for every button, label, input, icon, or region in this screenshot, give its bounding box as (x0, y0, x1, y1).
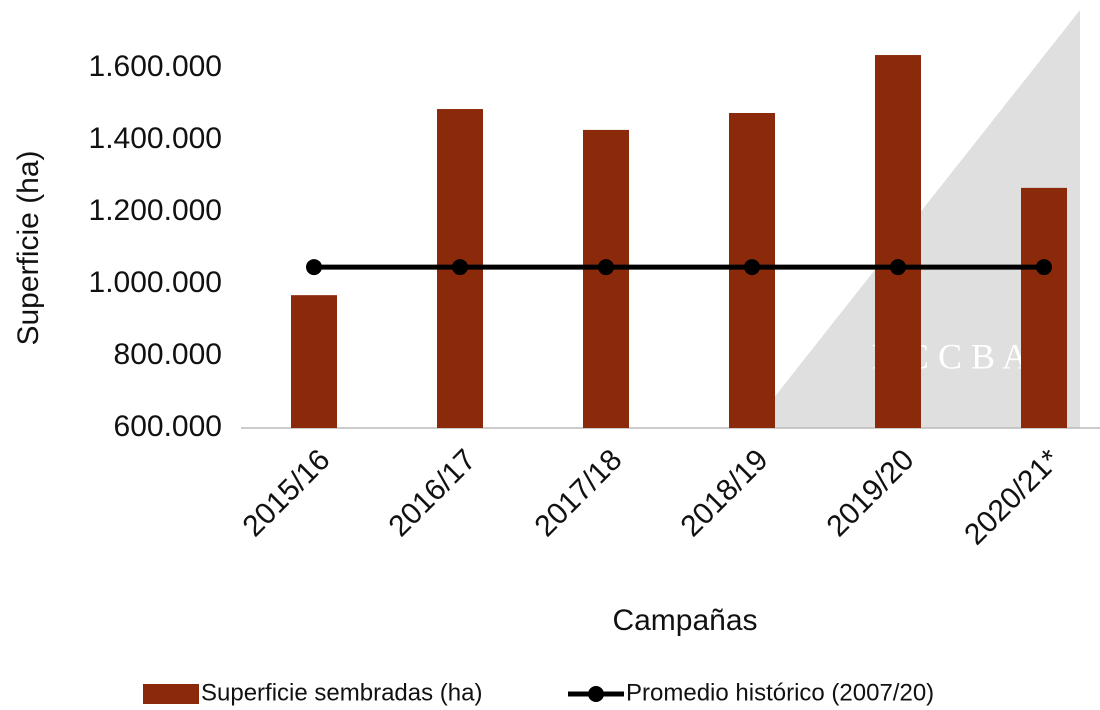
line-marker (890, 259, 906, 276)
x-tick-label: 2016/17 (383, 443, 483, 543)
line-marker (306, 259, 322, 276)
bar (1021, 187, 1067, 428)
bar (291, 295, 337, 428)
x-tick-label: 2017/18 (529, 443, 629, 543)
line-marker (1036, 259, 1052, 276)
line-marker (452, 259, 468, 276)
x-axis-title: Campañas (612, 604, 757, 637)
bar (583, 129, 629, 429)
legend-label: Promedio histórico (2007/20) (626, 679, 934, 706)
bar (875, 55, 921, 428)
x-tick-label: 2018/19 (675, 443, 775, 543)
y-axis-title: Superficie (ha) (12, 150, 45, 345)
y-tick-label: 1.600.000 (89, 50, 222, 83)
x-tick-label: 2020/21* (958, 443, 1067, 552)
y-tick-label: 600.000 (114, 410, 222, 443)
x-tick-label: 2019/20 (821, 443, 921, 543)
y-tick-label: 1.200.000 (89, 194, 222, 227)
legend-label: Superficie sembradas (ha) (201, 679, 482, 706)
legend-swatch (143, 684, 199, 704)
y-tick-label: 800.000 (114, 338, 222, 371)
line-marker (598, 259, 614, 276)
y-tick-label: 1.400.000 (89, 122, 222, 155)
legend-marker (588, 686, 604, 702)
line-marker (744, 259, 760, 276)
x-tick-label: 2015/16 (237, 443, 337, 543)
y-tick-label: 1.000.000 (89, 266, 222, 299)
